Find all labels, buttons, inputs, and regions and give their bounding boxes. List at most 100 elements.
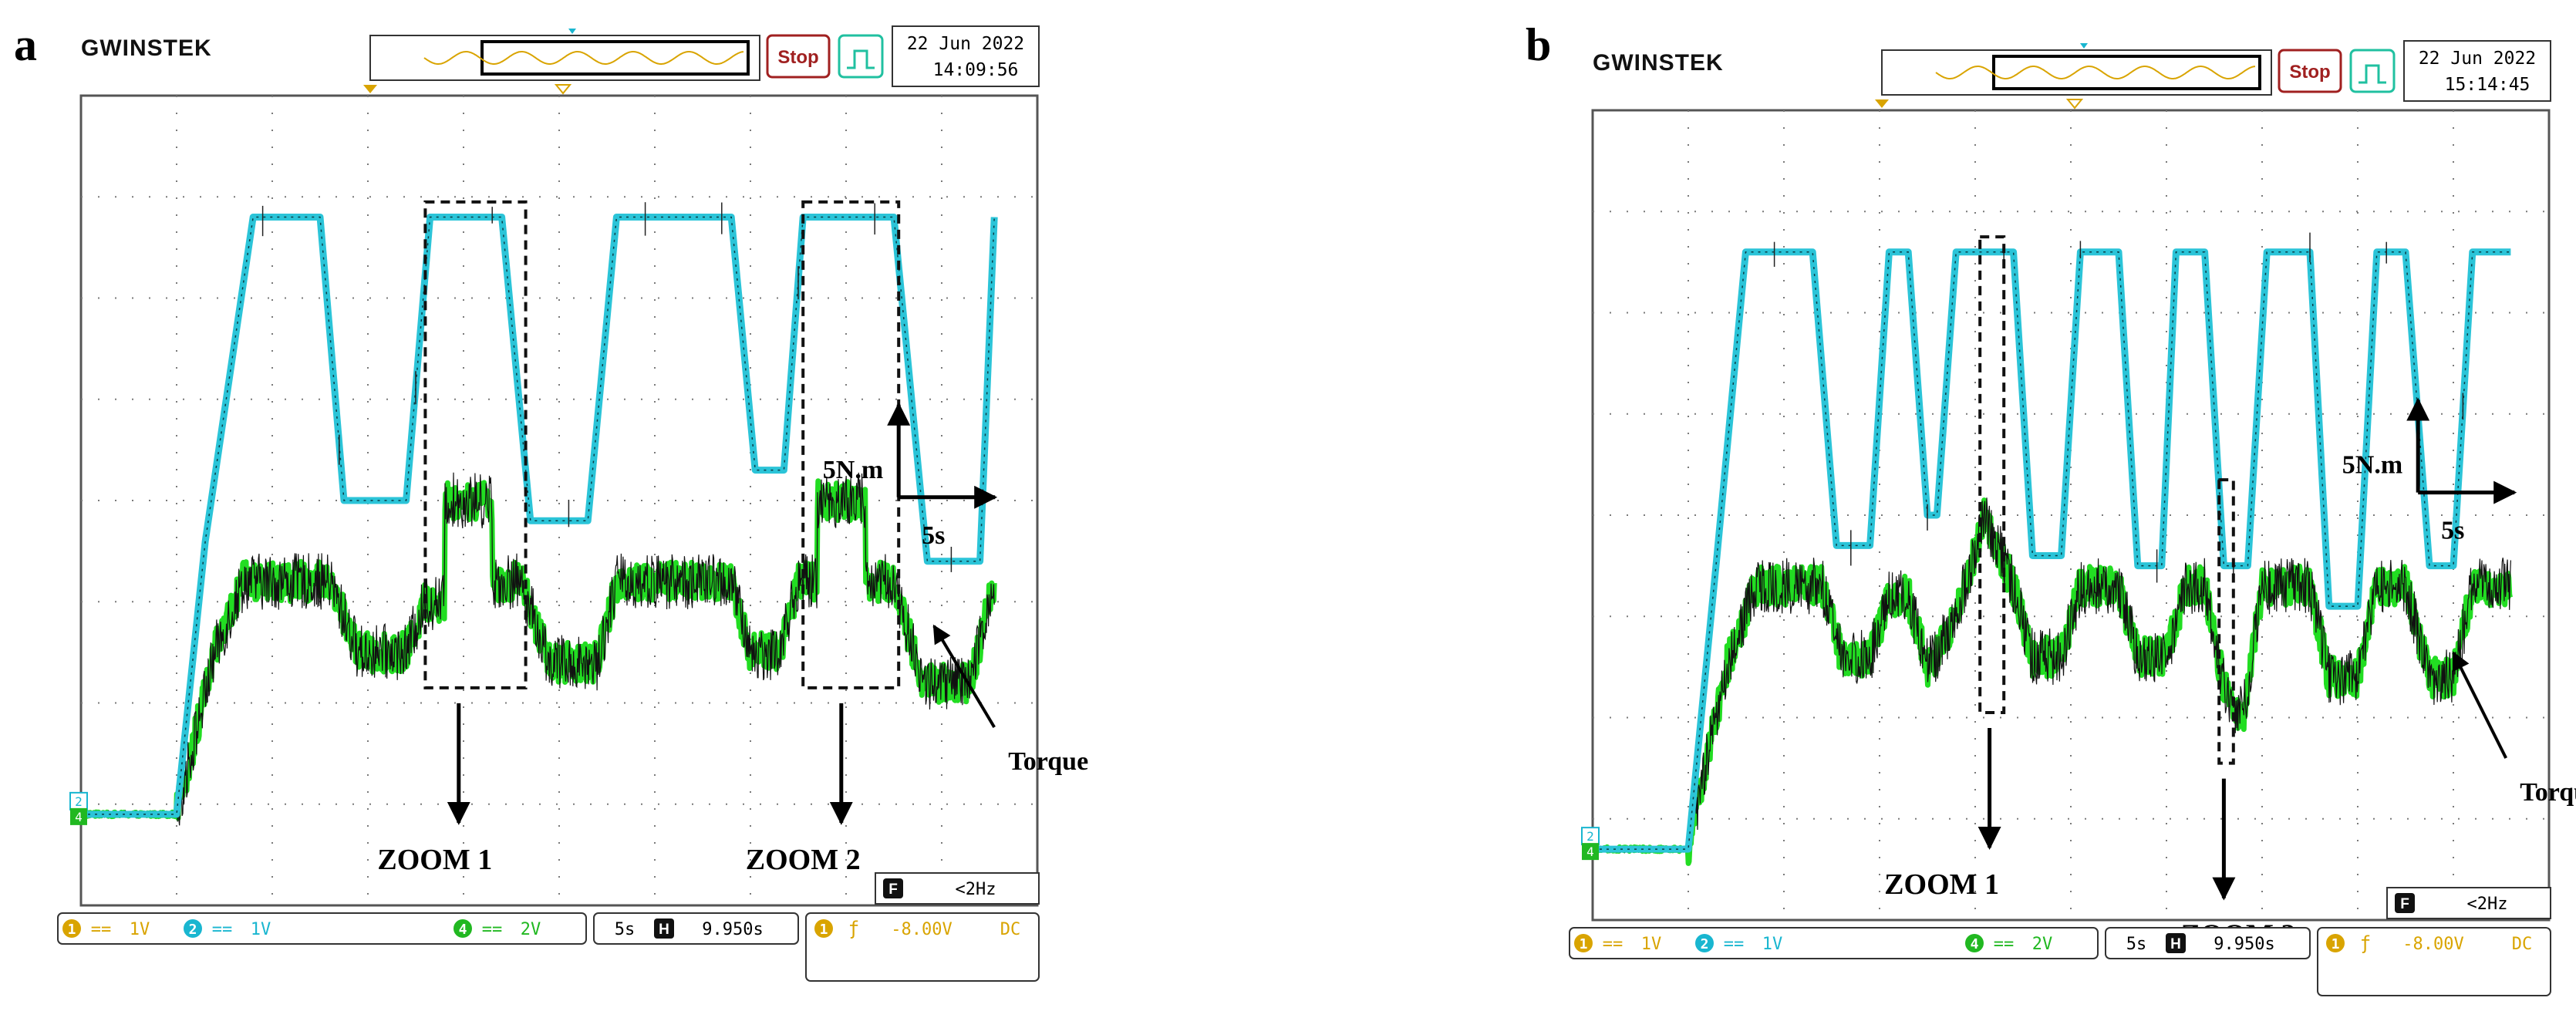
time-scale-label: 5s bbox=[922, 521, 945, 550]
brand-logo: GWINSTEK bbox=[81, 35, 212, 61]
channel-number: 1 bbox=[68, 922, 76, 938]
channel-number: 2 bbox=[1701, 936, 1709, 952]
zoom1-box bbox=[1978, 235, 2006, 714]
trigger-coupling: DC bbox=[2512, 935, 2533, 954]
trigger-level: -8.00V bbox=[891, 920, 952, 939]
trigger-coupling: DC bbox=[1000, 920, 1021, 939]
trigger-edge-icon bbox=[2349, 49, 2396, 93]
horizontal-position-icon bbox=[2166, 933, 2186, 953]
timebase-value: 5s bbox=[615, 920, 636, 939]
panel-a: a GWINSTEK Stop 22 Jun 2022 14:09:56 ZOOM 1 ZO… bbox=[14, 19, 1088, 982]
channel-scale: 2V bbox=[2032, 935, 2053, 954]
delay-marker bbox=[2065, 99, 2084, 110]
channel-4-badge bbox=[1965, 934, 1984, 952]
ch2-ground-label: 2 bbox=[1586, 829, 1594, 844]
date-readout: 22 Jun 2022 bbox=[907, 34, 1024, 54]
stop-indicator bbox=[766, 34, 831, 79]
overview-wave bbox=[1935, 66, 2256, 79]
channel-1-badge bbox=[62, 919, 81, 938]
zoom1-label: ZOOM 1 bbox=[1884, 868, 1999, 901]
channel-scale: 1V bbox=[251, 920, 271, 939]
trigger-level: -8.00V bbox=[2402, 935, 2463, 954]
trigger-source-number: 1 bbox=[2332, 936, 2340, 952]
zoom1-box bbox=[423, 200, 528, 689]
stop-indicator bbox=[2278, 49, 2342, 93]
torque-annotation-arrow bbox=[2452, 651, 2507, 759]
zoom2-box bbox=[2217, 478, 2235, 765]
graticule-frame bbox=[79, 94, 1039, 907]
channel-coupling: == bbox=[482, 920, 503, 939]
horizontal-icon-letter: H bbox=[2170, 936, 2181, 952]
trigger-source-badge bbox=[814, 919, 833, 938]
filter-value: <2Hz bbox=[956, 880, 996, 899]
torque-annotation-label: Torque bbox=[1008, 747, 1088, 776]
ch4-ground-marker bbox=[70, 807, 87, 825]
trigger-edge-icon bbox=[838, 34, 884, 79]
speed-trace-noise bbox=[81, 216, 995, 815]
channel-scale: 1V bbox=[130, 920, 150, 939]
time-readout: 15:14:45 bbox=[2445, 75, 2530, 95]
channel-scale: 2V bbox=[521, 920, 541, 939]
panel-label: a bbox=[14, 19, 37, 70]
trigger-position-marker bbox=[1875, 99, 1889, 108]
channel-number: 4 bbox=[1971, 936, 1979, 952]
torque-scale-label: 5N.m bbox=[823, 456, 883, 484]
ch2-ground-label: 2 bbox=[75, 794, 83, 809]
overview-window bbox=[480, 40, 750, 76]
channel-coupling: == bbox=[1994, 935, 2015, 954]
overview-trigger-marker bbox=[2080, 43, 2088, 49]
torque-annotation-arrow bbox=[932, 624, 996, 729]
trigger-position-marker bbox=[363, 85, 377, 93]
datetime-box bbox=[2403, 40, 2551, 102]
channel-2-badge bbox=[1695, 934, 1714, 952]
filter-value: <2Hz bbox=[2467, 895, 2508, 914]
datetime-box bbox=[892, 25, 1040, 87]
trigger-source-number: 1 bbox=[820, 922, 828, 938]
torque-scale-label: 5N.m bbox=[2342, 451, 2402, 480]
speed-trace-noise bbox=[1593, 251, 2511, 850]
channel-coupling: == bbox=[91, 920, 112, 939]
torque-trace-noise bbox=[80, 472, 995, 826]
trigger-slope-icon: ƒ bbox=[2360, 932, 2371, 954]
channel-coupling: == bbox=[212, 920, 233, 939]
timebase-box bbox=[2105, 927, 2311, 959]
channel-number: 2 bbox=[189, 922, 197, 938]
trigger-slope-icon: ƒ bbox=[848, 918, 859, 939]
filter-icon bbox=[2395, 893, 2415, 913]
trigger-box bbox=[805, 912, 1040, 982]
channel-number: 1 bbox=[1580, 936, 1588, 952]
zoom2-label: ZOOM 2 bbox=[746, 844, 861, 876]
horizontal-position-icon bbox=[654, 918, 674, 939]
horizontal-icon-letter: H bbox=[659, 922, 669, 938]
torque-trace-noise bbox=[1592, 497, 2511, 854]
pulse-icon bbox=[2359, 64, 2386, 84]
brand-logo: GWINSTEK bbox=[1593, 50, 1724, 76]
overview-window bbox=[1992, 55, 2261, 90]
filter-icon bbox=[883, 878, 903, 898]
stop-label: Stop bbox=[777, 47, 818, 68]
channel-2-badge bbox=[184, 919, 202, 938]
delay-marker bbox=[554, 84, 572, 95]
channel-scale: 1V bbox=[1641, 935, 1662, 954]
overview-wave bbox=[423, 51, 744, 65]
torque-annotation-label: Torque bbox=[2520, 778, 2576, 807]
time-scale-label: 5s bbox=[2441, 517, 2464, 545]
filter-icon-letter: F bbox=[888, 881, 898, 898]
channel-number: 4 bbox=[459, 922, 467, 938]
time-readout: 14:09:56 bbox=[933, 60, 1019, 80]
channel-scale: 1V bbox=[1762, 935, 1783, 954]
ch4-ground-label: 4 bbox=[75, 810, 83, 824]
timebase-box bbox=[593, 912, 799, 945]
zoom2-box bbox=[801, 200, 901, 689]
date-readout: 22 Jun 2022 bbox=[2419, 49, 2536, 69]
horizontal-position-value: 9.950s bbox=[2214, 935, 2274, 954]
channel-coupling: == bbox=[1603, 935, 1623, 954]
channel-coupling: == bbox=[1724, 935, 1745, 954]
zoom1-label: ZOOM 1 bbox=[377, 844, 492, 876]
channel-4-badge bbox=[453, 919, 472, 938]
channel-1-badge bbox=[1574, 934, 1593, 952]
stop-label: Stop bbox=[2289, 62, 2330, 83]
overview-trigger-marker bbox=[568, 29, 576, 34]
